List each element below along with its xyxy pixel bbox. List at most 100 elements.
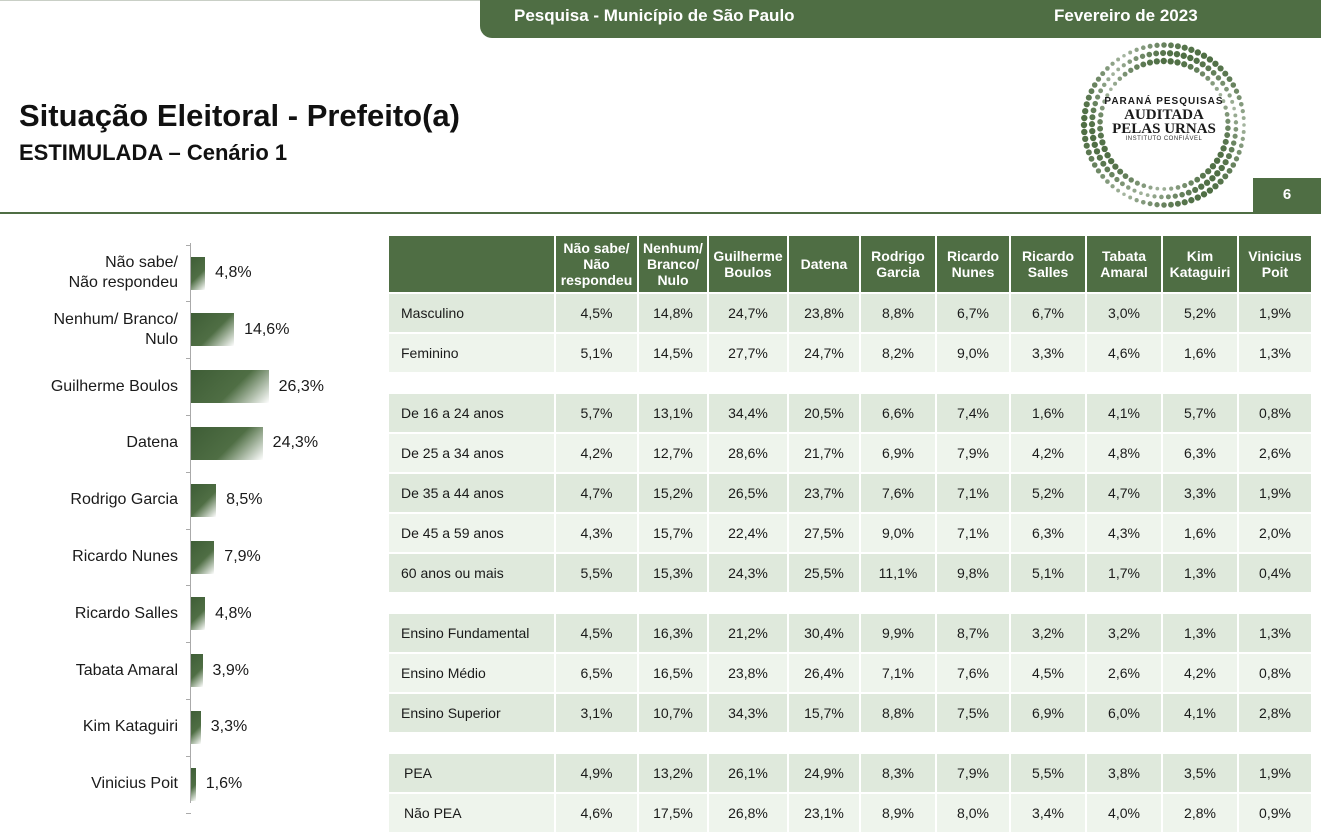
category-label: Kim Kataguiri bbox=[82, 718, 178, 736]
table-cell: 9,9% bbox=[861, 612, 937, 652]
table-row: Não PEA 4,6% 17,5% 26,8% 23,1% 8,9% 8,0% 3,4% 4,… bbox=[389, 792, 1313, 832]
table-cell: 4,2% bbox=[1163, 652, 1239, 692]
table-cell: 7,4% bbox=[937, 392, 1011, 432]
table-cell: 27,5% bbox=[789, 512, 861, 552]
table-row: 60 anos ou mais 5,5% 15,3% 24,3% 25,5% 11,1% 9… bbox=[389, 552, 1313, 592]
column-header: Guilherme Boulos bbox=[709, 236, 789, 292]
bar bbox=[191, 483, 217, 517]
table-cell: 2,8% bbox=[1239, 692, 1313, 732]
page-subtitle: ESTIMULADA – Cenário 1 bbox=[19, 140, 288, 165]
table-cell: 4,5% bbox=[1011, 652, 1087, 692]
table-cell: 14,5% bbox=[639, 332, 709, 372]
group-spacer bbox=[389, 732, 1313, 752]
table-cell: 34,3% bbox=[709, 692, 789, 732]
table-cell: 4,3% bbox=[1087, 512, 1163, 552]
bar bbox=[191, 710, 201, 744]
bar bbox=[191, 597, 206, 631]
table-cell: 7,6% bbox=[861, 472, 937, 512]
table-cell: 26,5% bbox=[709, 472, 789, 512]
row-label: PEA bbox=[389, 752, 556, 792]
table-cell: 6,7% bbox=[937, 292, 1011, 332]
group-spacer bbox=[389, 592, 1313, 612]
table-row: Ensino Fundamental 4,5% 16,3% 21,2% 30,4% 9,9… bbox=[389, 612, 1313, 652]
table-cell: 7,9% bbox=[937, 752, 1011, 792]
table-cell: 3,3% bbox=[1011, 332, 1087, 372]
table-cell: 6,6% bbox=[861, 392, 937, 432]
table-cell: 1,3% bbox=[1163, 612, 1239, 652]
bar bbox=[191, 313, 235, 347]
table-cell: 7,1% bbox=[861, 652, 937, 692]
table-cell: 17,5% bbox=[639, 792, 709, 832]
category-label: Não sabe/Não respondeu bbox=[68, 254, 178, 291]
table-cell: 4,7% bbox=[1087, 472, 1163, 512]
table-cell: 0,8% bbox=[1239, 652, 1313, 692]
table-cell: 5,1% bbox=[1011, 552, 1087, 592]
logo-line-3: PELAS URNAS bbox=[1112, 121, 1216, 137]
table-cell: 9,0% bbox=[861, 512, 937, 552]
table-cell: 6,0% bbox=[1087, 692, 1163, 732]
table-cell: 6,3% bbox=[1011, 512, 1087, 552]
row-label: Ensino Superior bbox=[389, 692, 556, 732]
table-cell: 15,3% bbox=[639, 552, 709, 592]
table-cell: 6,9% bbox=[1011, 692, 1087, 732]
data-label: 24,3% bbox=[272, 434, 319, 452]
table-cell: 9,0% bbox=[937, 332, 1011, 372]
table-cell: 24,7% bbox=[709, 292, 789, 332]
table-cell: 30,4% bbox=[789, 612, 861, 652]
table-cell: 2,8% bbox=[1163, 792, 1239, 832]
table-cell: 23,7% bbox=[789, 472, 861, 512]
row-label: Ensino Fundamental bbox=[389, 612, 556, 652]
row-label: De 35 a 44 anos bbox=[389, 472, 556, 512]
table-cell: 16,3% bbox=[639, 612, 709, 652]
table-cell: 4,9% bbox=[556, 752, 639, 792]
axis-tick bbox=[186, 528, 191, 530]
table-cell: 8,2% bbox=[861, 332, 937, 372]
axis-tick bbox=[186, 415, 191, 416]
table-cell: 7,6% bbox=[937, 652, 1011, 692]
table-cell: 4,5% bbox=[556, 612, 639, 652]
table-cell: 2,6% bbox=[1239, 432, 1313, 472]
table-row: Ensino Superior 3,1% 10,7% 34,3% 15,7% 8,8% 7,… bbox=[389, 692, 1313, 732]
table-cell: 25,5% bbox=[789, 552, 861, 592]
table-cell: 6,5% bbox=[556, 652, 639, 692]
table-cell: 8,9% bbox=[861, 792, 937, 832]
table-cell: 5,2% bbox=[1163, 292, 1239, 332]
table-cell: 1,3% bbox=[1239, 332, 1313, 372]
table-cell: 0,8% bbox=[1239, 392, 1313, 432]
data-label: 14,6% bbox=[244, 320, 290, 338]
bar bbox=[191, 256, 206, 290]
category-label: Nenhum/ Branco/Nulo bbox=[53, 310, 178, 348]
table-cell: 26,1% bbox=[709, 752, 789, 792]
row-label: Ensino Médio bbox=[389, 652, 556, 692]
table-cell: 4,8% bbox=[1087, 432, 1163, 472]
row-label: Feminino bbox=[389, 332, 556, 372]
column-header: Tabata Amaral bbox=[1087, 236, 1163, 292]
audit-logo: PARANÁ PESQUISAS AUDITADA PELAS URNAS IN… bbox=[1078, 40, 1250, 210]
table-cell: 5,1% bbox=[556, 332, 639, 372]
table-cell: 11,1% bbox=[861, 552, 937, 592]
table-cell: 14,8% bbox=[639, 292, 709, 332]
table-cell: 23,8% bbox=[709, 652, 789, 692]
bar bbox=[191, 426, 263, 460]
table-cell: 34,4% bbox=[709, 392, 789, 432]
column-header: Não sabe/Não respondeu bbox=[556, 236, 639, 292]
table-cell: 26,8% bbox=[709, 792, 789, 832]
axis-tick bbox=[186, 755, 191, 757]
table-cell: 13,1% bbox=[639, 392, 709, 432]
page-number: 6 bbox=[1253, 178, 1321, 212]
table-cell: 23,8% bbox=[789, 292, 861, 332]
crosstab-table: Não sabe/Não respondeu Nenhum/Branco/Nulo G… bbox=[389, 236, 1313, 832]
row-label: De 45 a 59 anos bbox=[389, 512, 556, 552]
table-header-row: Não sabe/Não respondeu Nenhum/Branco/Nulo G… bbox=[389, 236, 1313, 292]
table-cell: 4,0% bbox=[1087, 792, 1163, 832]
table-row: Masculino 4,5% 14,8% 24,7% 23,8% 8,8% 6,7% 6,7%… bbox=[389, 292, 1313, 332]
table-cell: 15,2% bbox=[639, 472, 709, 512]
column-header: Ricardo Salles bbox=[1011, 236, 1087, 292]
column-header: Kim Kataguiri bbox=[1163, 236, 1239, 292]
axis-tick bbox=[186, 699, 191, 700]
table-cell: 2,0% bbox=[1239, 512, 1313, 552]
axis-tick bbox=[186, 642, 191, 644]
table-cell: 13,2% bbox=[639, 752, 709, 792]
category-label: Ricardo Salles bbox=[74, 604, 178, 622]
table-row: De 25 a 34 anos 4,2% 12,7% 28,6% 21,7% 6,9% 7,… bbox=[389, 432, 1313, 472]
